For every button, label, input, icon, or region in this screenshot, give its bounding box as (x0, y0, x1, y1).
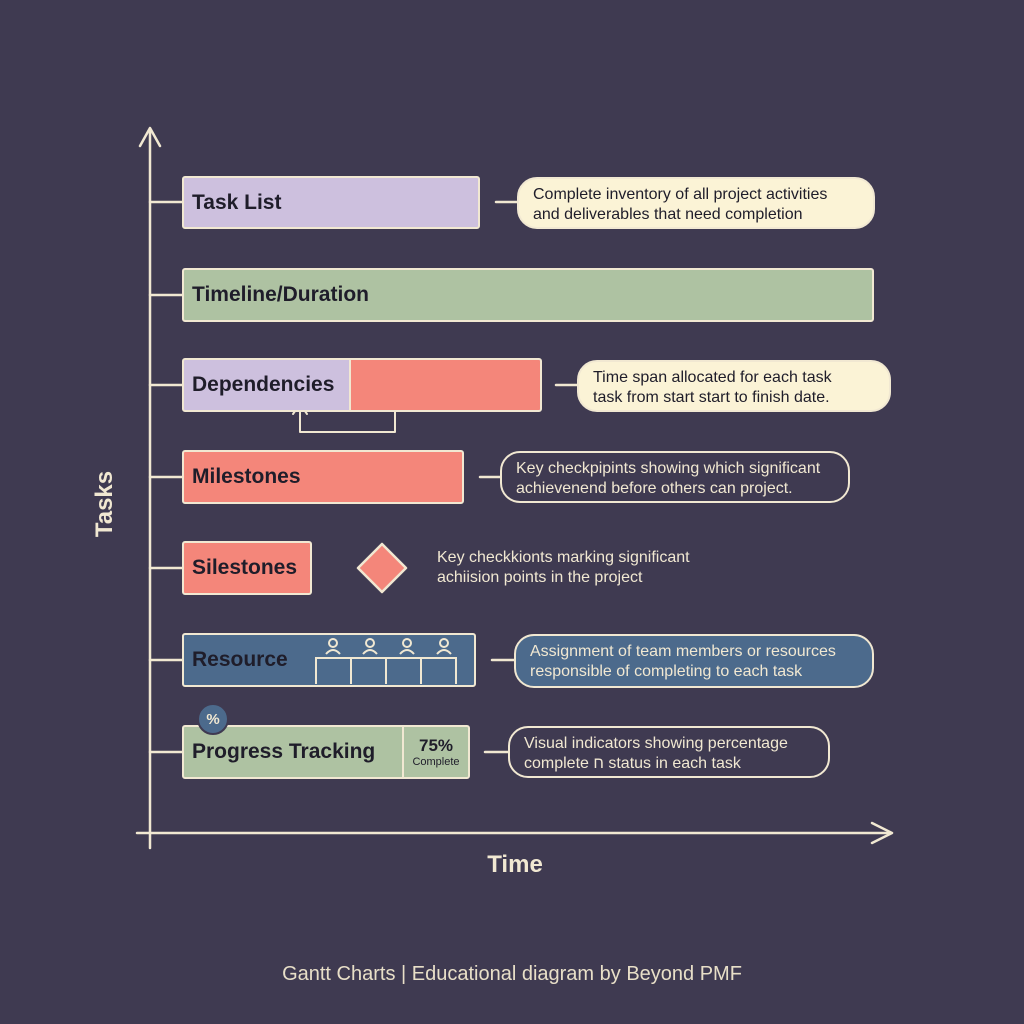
note-dependencies-line-1: Time span allocated for each task (593, 369, 832, 386)
progress-percent-box: 75% Complete (402, 727, 468, 777)
bar-label-timeline: Timeline/Duration (192, 283, 369, 306)
resource-cell (420, 657, 457, 684)
note-silestones-line-1: Key checkkionts marking significant (437, 549, 690, 566)
note-milestones: Key checkpipints showing which significa… (500, 451, 850, 503)
resource-cell (315, 657, 352, 684)
note-resource-line-1: Assignment of team members or resources (530, 643, 836, 660)
person-icon (325, 638, 341, 655)
note-task-list-line-1: Complete inventory of all project activi… (533, 186, 828, 203)
resource-cell (385, 657, 422, 684)
resource-cells (315, 657, 457, 684)
percent-badge-icon: % (197, 703, 229, 735)
milestone-diamond-icon (356, 542, 408, 594)
note-dependencies-line-2: task from start start to finish date. (593, 389, 830, 406)
bar-timeline: Timeline/Duration (182, 268, 874, 322)
progress-percent-value: 75% (418, 736, 454, 755)
person-icon (362, 638, 378, 655)
resource-cell (350, 657, 387, 684)
note-progress-line-1: Visual indicators showing percentage (524, 735, 788, 752)
bar-label-resource: Resource (192, 648, 288, 671)
bar-silestones: Silestones (182, 541, 312, 595)
person-icon (399, 638, 415, 655)
note-task-list: Complete inventory of all project activi… (517, 177, 875, 229)
note-milestones-line-1: Key checkpipints showing which significa… (516, 460, 821, 477)
dependency-link (299, 397, 396, 433)
y-axis-arrowhead (138, 126, 162, 148)
x-axis-arrowhead (870, 821, 894, 845)
x-axis-label: Time (487, 851, 543, 878)
bar-task-list: Task List (182, 176, 480, 229)
note-milestones-line-2: achievenend before others can project. (516, 480, 793, 497)
note-dependencies: Time span allocated for each task task f… (577, 360, 891, 412)
bar-dependencies: Dependencies (182, 358, 542, 412)
bar-label-task-list: Task List (192, 190, 282, 214)
note-silestones-line-2: achiision points in the project (437, 569, 643, 586)
bar-progress-tracking: Progress Tracking 75% Complete (182, 725, 470, 779)
y-axis-label: Tasks (91, 470, 118, 538)
progress-percent-caption: Complete (412, 756, 460, 768)
note-task-list-line-2: and deliverables that need completion (533, 206, 803, 223)
note-progress-line-2: complete ח status in each task (524, 755, 741, 772)
bar-label-dependencies: Dependencies (192, 373, 335, 396)
note-resource-line-2: responsible of completing to each task (530, 663, 803, 680)
bar-resource: Resource (182, 633, 476, 687)
bar-dependencies-successor (349, 360, 540, 410)
bar-label-progress-tracking: Progress Tracking (192, 740, 376, 763)
person-icon (436, 638, 452, 655)
note-progress-tracking: Visual indicators showing percentage com… (508, 726, 830, 778)
bar-label-milestones: Milestones (192, 465, 301, 488)
bar-label-silestones: Silestones (192, 556, 298, 579)
note-resource: Assignment of team members or resources … (514, 634, 874, 688)
footer-caption: Gantt Charts | Educational diagram by Be… (282, 963, 742, 985)
note-silestones: Key checkkionts marking significant achi… (437, 548, 737, 592)
bar-milestones: Milestones (182, 450, 464, 504)
